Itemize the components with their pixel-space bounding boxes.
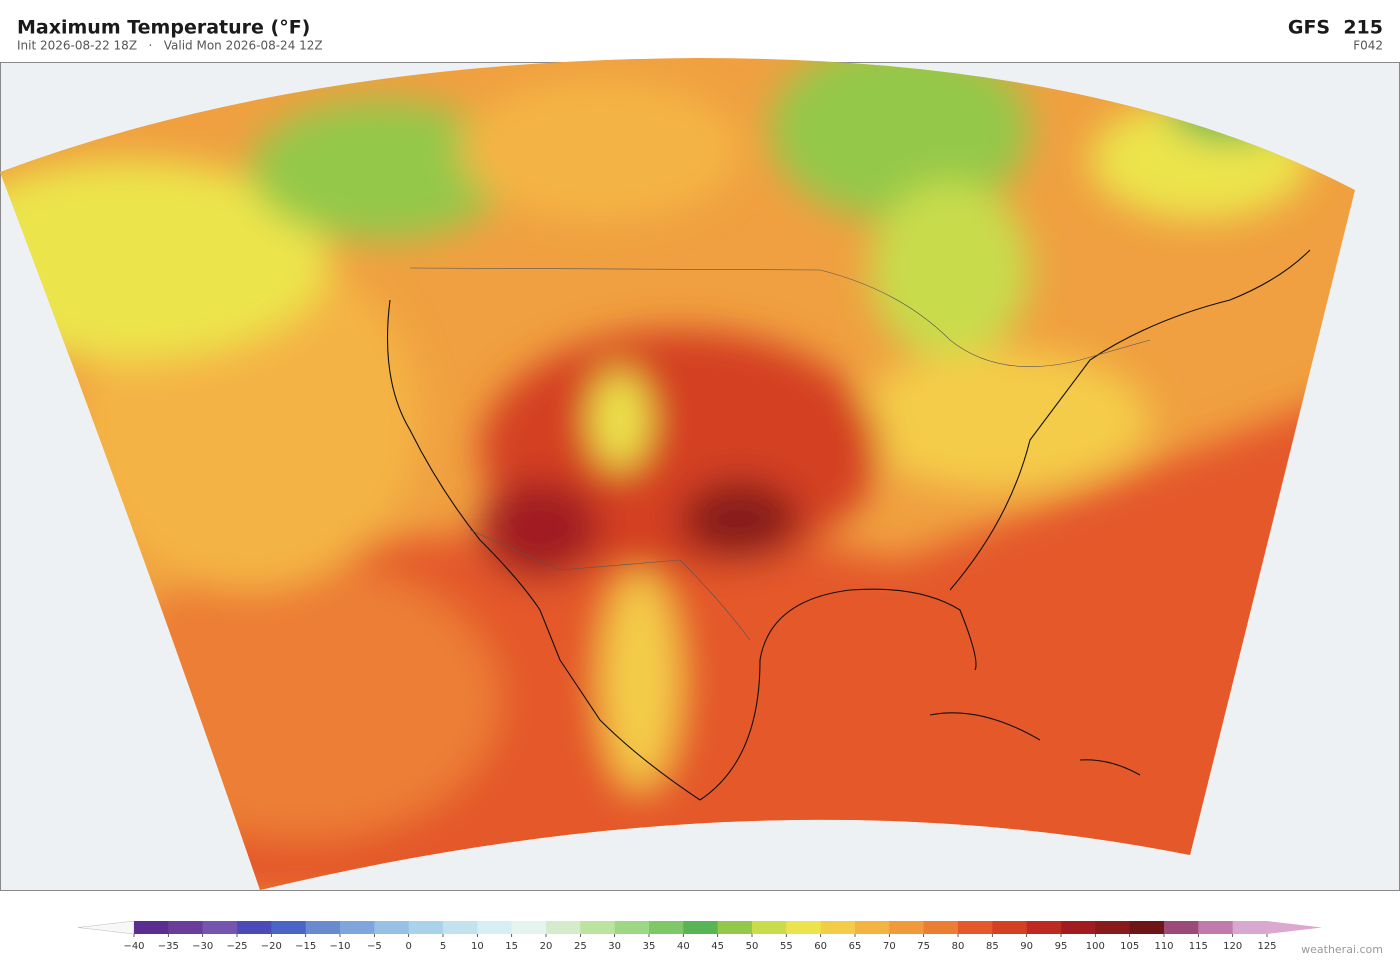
colorbar-bin [1232, 921, 1268, 934]
colorbar-bin [1061, 921, 1096, 934]
colorbar-bin [1095, 921, 1131, 934]
credit: weatherai.com [1301, 943, 1383, 956]
colorbar-tick-label: −25 [226, 941, 247, 952]
colorbar-bin [752, 921, 787, 934]
colorbar-tick-label: 15 [505, 941, 518, 952]
colorbar-bin [168, 921, 204, 934]
colorbar-bin [855, 921, 890, 934]
colorbar-bin [580, 921, 616, 934]
colorbar-tick-label: 25 [574, 941, 587, 952]
colorbar-bin [923, 921, 959, 934]
colorbar-tick-label: 75 [917, 941, 930, 952]
colorbar-tick-label: 110 [1154, 941, 1173, 952]
colorbar-bin [1198, 921, 1234, 934]
colorbar-tick-label: 95 [1055, 941, 1068, 952]
model-label: GFS 215 [1288, 17, 1383, 39]
subtitle: Init 2026-08-22 18Z · Valid Mon 2026-08-… [17, 39, 323, 53]
colorbar-bin [443, 921, 478, 934]
colorbar-tick-label: 5 [440, 941, 446, 952]
colorbar-tick-label: 45 [711, 941, 724, 952]
colorbar-bin [340, 921, 375, 934]
colorbar-bin [614, 921, 650, 934]
colorbar-under [77, 920, 135, 935]
colorbar-bin [237, 921, 272, 934]
colorbar-bin [271, 921, 307, 934]
coastlines [386, 249, 1311, 801]
colorbar-tick-label: 120 [1223, 941, 1242, 952]
colorbar-bin [717, 921, 753, 934]
colorbar-bin [305, 921, 341, 934]
colorbar-tick-label: 105 [1120, 941, 1139, 952]
colorbar-tick-label: 20 [540, 941, 553, 952]
colorbar-bin [820, 921, 856, 934]
colorbar-bin [1164, 921, 1199, 934]
colorbar: −40 −35 −30 −25 −20 −15 −10 −5 0 5 10 15 20 25 30 35 40 4… [77, 920, 1322, 952]
colorbar-tick-label: 55 [780, 941, 793, 952]
temperature-field [0, 58, 1355, 890]
colorbar-tick-label: −20 [261, 941, 282, 952]
colorbar-tick-label: 0 [405, 941, 411, 952]
colorbar-tick-label: −40 [123, 941, 144, 952]
colorbar-bin [786, 921, 822, 934]
colorbar-tick-label: −30 [192, 941, 213, 952]
colorbar-tick-label: 65 [849, 941, 862, 952]
colorbar-tick-label: 50 [746, 941, 759, 952]
colorbar-tick-label: 40 [677, 941, 690, 952]
colorbar-bin [408, 921, 444, 934]
forecast-hour: F042 [1353, 39, 1383, 53]
colorbar-tick-label: −35 [158, 941, 179, 952]
colorbar-bin [1129, 921, 1165, 934]
colorbar-tick-label: 100 [1086, 941, 1105, 952]
colorbar-tick-label: 35 [643, 941, 656, 952]
colorbar-bin [374, 921, 410, 934]
colorbar-bin [683, 921, 719, 934]
colorbar-bin [1026, 921, 1062, 934]
colorbar-tick-label: 10 [471, 941, 484, 952]
colorbar-bin [649, 921, 684, 934]
colorbar-bin [477, 921, 513, 934]
colorbar-tick-label: −5 [367, 941, 382, 952]
colorbar-bin [889, 921, 925, 934]
colorbar-tick-label: 125 [1257, 941, 1276, 952]
colorbar-bin [958, 921, 993, 934]
colorbar-tick-label: 115 [1189, 941, 1208, 952]
borders [409, 267, 1151, 641]
title: Maximum Temperature (°F) [17, 17, 310, 39]
colorbar-bin [134, 921, 169, 934]
colorbar-tick-label: −15 [295, 941, 316, 952]
colorbar-tick-label: 90 [1020, 941, 1033, 952]
colorbar-tick-label: 85 [986, 941, 999, 952]
colorbar-tick-label: 70 [883, 941, 896, 952]
colorbar-tick-label: −10 [329, 941, 350, 952]
colorbar-bin [546, 921, 581, 934]
colorbar-tick-label: 30 [608, 941, 621, 952]
colorbar-bin [511, 921, 547, 934]
colorbar-over [1267, 921, 1322, 934]
colorbar-tick-label: 80 [952, 941, 965, 952]
colorbar-tick-label: 60 [814, 941, 827, 952]
colorbar-bin [992, 921, 1028, 934]
colorbar-bin [202, 921, 238, 934]
